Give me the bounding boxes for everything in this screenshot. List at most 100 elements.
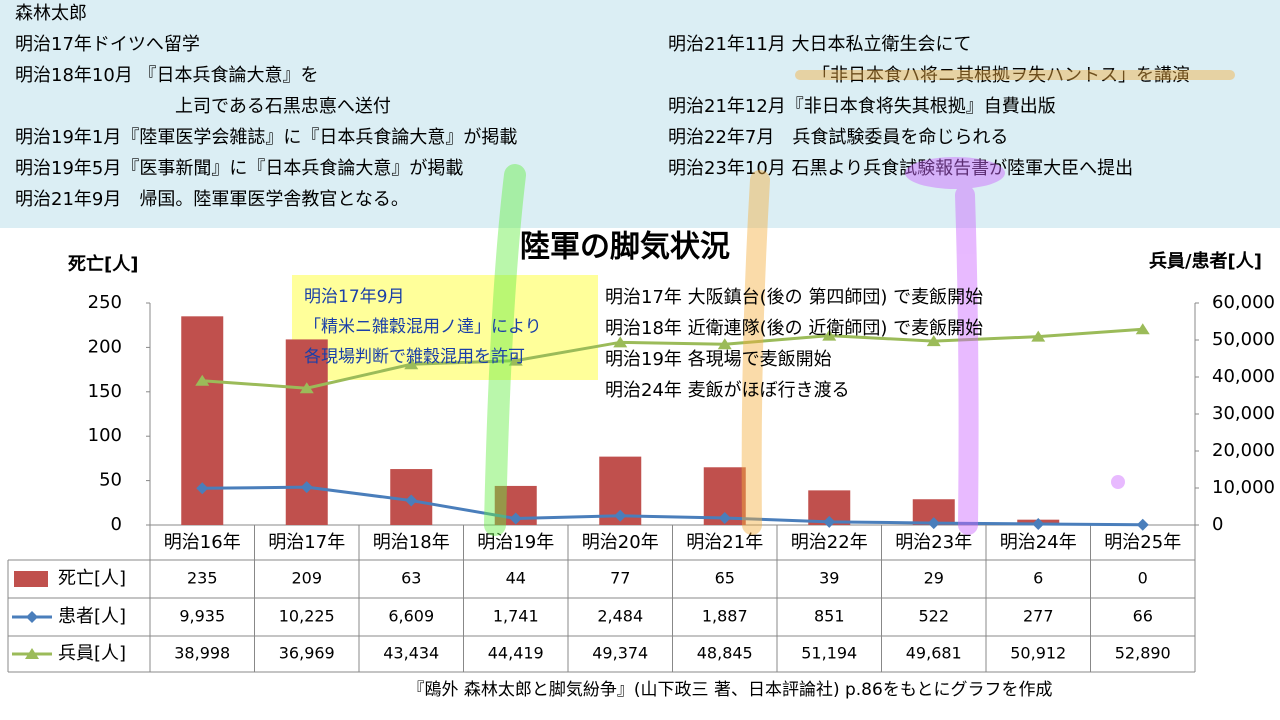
note-line: 明治18年 近衛連隊(後の 近衛師団) で麦飯開始 [605, 318, 983, 339]
table-value: 6,609 [388, 607, 434, 626]
table-value: 66 [1133, 607, 1153, 626]
table-value: 49,681 [906, 644, 962, 663]
marker [613, 336, 628, 348]
y-axis-label: 死亡[人] [68, 253, 138, 275]
legend-label: 患者[人] [58, 606, 126, 627]
table-value: 277 [1023, 607, 1054, 626]
line [202, 485, 1143, 527]
timeline-line: 明治21年12月『非日本食将失其根拠』自費出版 [668, 96, 1056, 117]
y-tick-label: 100 [88, 425, 122, 446]
x-tick-label: 明治23年 [895, 532, 972, 553]
timeline-panel [0, 0, 1280, 228]
y2-tick-label: 20,000 [1212, 440, 1275, 461]
y2-tick-label: 50,000 [1212, 329, 1275, 350]
table-value: 6 [1033, 569, 1043, 588]
table-value: 9,935 [179, 607, 225, 626]
marker [926, 335, 941, 347]
marker [405, 494, 418, 507]
source: 『鴎外 森林太郎と脚気紛争』(山下政三 著、日本評論社) p.86をもとにグラフ… [408, 680, 1053, 700]
table-value: 1,741 [493, 607, 539, 626]
table-value: 51,194 [801, 644, 857, 663]
highlight [484, 164, 526, 536]
timeline-line: 明治17年ドイツへ留学 [15, 34, 200, 55]
y2-tick-label: 0 [1212, 514, 1223, 535]
timeline-line: 明治19年5月『医事新聞』に『日本兵食論大意』が掲載 [15, 158, 463, 179]
highlight [905, 157, 1005, 189]
x-tick-label: 明治24年 [1000, 532, 1077, 553]
line [202, 327, 1143, 390]
timeline-line: 明治22年7月 兵食試験委員を命じられる [668, 127, 1008, 148]
timeline-line: 上司である石黒忠悳へ送付 [175, 96, 391, 117]
marker [614, 509, 627, 522]
marker [196, 482, 209, 495]
x-tick-label: 明治16年 [164, 532, 241, 553]
legend-marker [26, 611, 38, 623]
marker [1032, 517, 1045, 530]
x-tick-label: 明治18年 [373, 532, 450, 553]
table-value: 48,845 [697, 644, 753, 663]
note-box-line: 各現場判断で雑穀混用を許可 [304, 347, 525, 367]
highlights [484, 70, 1235, 536]
note-line: 明治24年 麦飯がほぼ行き渡る [605, 380, 850, 401]
timeline-line: 明治18年10月 『日本兵食論大意』を [15, 65, 319, 86]
marker [509, 512, 522, 525]
y2-tick-label: 60,000 [1212, 292, 1275, 313]
table-value: 43,434 [383, 644, 439, 663]
x-tick-label: 明治19年 [477, 532, 554, 553]
table-value: 522 [918, 607, 949, 626]
marker [718, 512, 731, 525]
table-value: 65 [715, 569, 735, 588]
marker [299, 382, 314, 394]
x-tick-label: 明治22年 [791, 532, 868, 553]
marker [717, 338, 732, 350]
x-tick-label: 明治21年 [686, 532, 763, 553]
bar [285, 339, 328, 525]
y-tick-label: 150 [88, 381, 122, 402]
highlight [955, 185, 979, 535]
marker [822, 329, 837, 341]
timeline-line: 森林太郎 [15, 3, 87, 24]
x-tick-label: 明治25年 [1104, 532, 1181, 553]
table-value: 0 [1138, 569, 1148, 588]
table-value: 1,887 [702, 607, 748, 626]
table-value: 50,912 [1010, 644, 1066, 663]
table-value: 36,969 [279, 644, 335, 663]
chart-title: 陸軍の脚気状況 [520, 230, 730, 265]
marker [508, 354, 523, 366]
table-value: 49,374 [592, 644, 648, 663]
x-tick-label: 明治20年 [582, 532, 659, 553]
table-value: 10,225 [279, 607, 335, 626]
y-tick-label: 250 [88, 292, 122, 313]
marker [927, 517, 940, 530]
y2-tick-label: 30,000 [1212, 403, 1275, 424]
highlight [741, 170, 770, 535]
table-value: 38,998 [174, 644, 230, 663]
table-value: 44,419 [488, 644, 544, 663]
timeline-line: 明治21年9月 帰国。陸軍軍医学舎教官となる。 [15, 189, 409, 210]
y2-tick-label: 40,000 [1212, 366, 1275, 387]
legend-label: 死亡[人] [58, 568, 126, 589]
highlight [1111, 475, 1125, 489]
note-line: 明治19年 各現場で麦飯開始 [605, 349, 832, 370]
y-tick-label: 50 [99, 470, 122, 491]
x-tick-label: 明治17年 [268, 532, 345, 553]
note-box-line: 「精米ニ雑穀混用ノ達」により [304, 317, 542, 337]
marker [1135, 323, 1150, 335]
marker [300, 481, 313, 494]
marker [404, 358, 419, 370]
marker [1136, 518, 1149, 531]
y-tick-label: 200 [88, 336, 122, 357]
y-tick-label: 0 [111, 514, 122, 535]
table-value: 29 [924, 569, 944, 588]
table-value: 235 [187, 569, 218, 588]
table-value: 2,484 [597, 607, 643, 626]
note-box-line: 明治17年9月 [304, 287, 404, 307]
table-value: 63 [401, 569, 421, 588]
y2-tick-label: 10,000 [1212, 477, 1275, 498]
table-value: 851 [814, 607, 845, 626]
legend-marker [25, 648, 39, 659]
legend-swatch [14, 571, 48, 587]
timeline-line: 明治21年11月 大日本私立衛生会にて [668, 34, 972, 55]
legend-label: 兵員[人] [58, 643, 126, 664]
